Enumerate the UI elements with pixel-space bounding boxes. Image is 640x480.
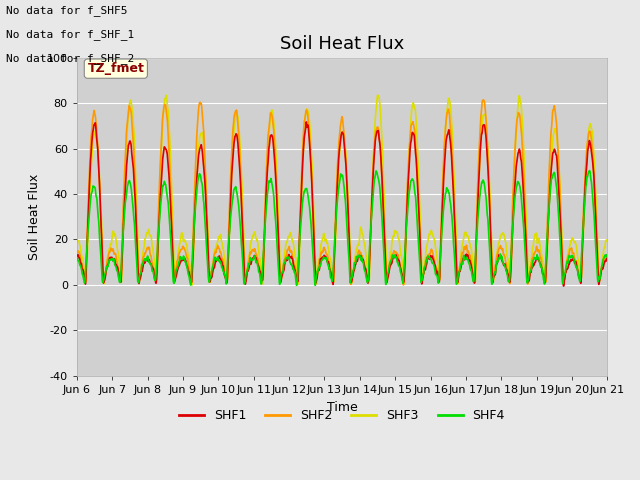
SHF4 <box>73 256 81 262</box>
SHF4 <box>136 271 144 277</box>
SHF4 <box>106 257 114 263</box>
SHF1 <box>136 276 144 282</box>
SHF1 <box>137 274 145 280</box>
Text: No data for f_SHF_1: No data for f_SHF_1 <box>6 29 134 40</box>
Line: SHF2: SHF2 <box>77 100 607 285</box>
SHF3 <box>238 181 246 187</box>
Text: No data for f_SHF5: No data for f_SHF5 <box>6 5 128 16</box>
SHF3 <box>136 276 144 281</box>
SHF2 <box>136 273 144 278</box>
Title: Soil Heat Flux: Soil Heat Flux <box>280 35 404 53</box>
SHF3 <box>483 129 491 134</box>
Line: SHF1: SHF1 <box>77 122 607 286</box>
SHF3 <box>374 92 381 98</box>
SHF3 <box>604 238 611 243</box>
SHF1 <box>73 256 81 262</box>
SHF2 <box>238 199 246 204</box>
SHF1 <box>560 283 568 289</box>
Text: TZ_fmet: TZ_fmet <box>88 62 144 75</box>
SHF3 <box>440 167 447 172</box>
SHF1 <box>106 254 114 260</box>
Line: SHF3: SHF3 <box>77 95 607 285</box>
SHF2 <box>106 248 114 253</box>
SHF2 <box>399 282 407 288</box>
SHF3 <box>188 282 196 288</box>
SHF4 <box>604 254 611 260</box>
SHF2 <box>73 251 81 257</box>
SHF3 <box>106 243 114 249</box>
Line: SHF4: SHF4 <box>77 170 607 285</box>
SHF2 <box>479 97 487 103</box>
SHF4 <box>238 245 246 251</box>
SHF1 <box>238 204 246 210</box>
SHF2 <box>483 131 491 136</box>
Legend: SHF1, SHF2, SHF3, SHF4: SHF1, SHF2, SHF3, SHF4 <box>174 404 510 427</box>
SHF4 <box>292 282 300 288</box>
SHF1 <box>303 119 310 125</box>
X-axis label: Time: Time <box>327 400 358 413</box>
SHF2 <box>440 160 447 166</box>
SHF1 <box>440 178 447 184</box>
SHF4 <box>137 271 145 276</box>
SHF2 <box>604 252 611 258</box>
Y-axis label: Soil Heat Flux: Soil Heat Flux <box>28 174 41 260</box>
SHF4 <box>586 168 593 173</box>
SHF1 <box>604 254 611 260</box>
SHF3 <box>73 238 81 244</box>
SHF1 <box>483 144 490 150</box>
SHF2 <box>137 269 145 275</box>
SHF4 <box>483 204 490 210</box>
Text: No data for f_SHF_2: No data for f_SHF_2 <box>6 53 134 64</box>
SHF4 <box>440 206 447 212</box>
SHF3 <box>137 267 145 273</box>
